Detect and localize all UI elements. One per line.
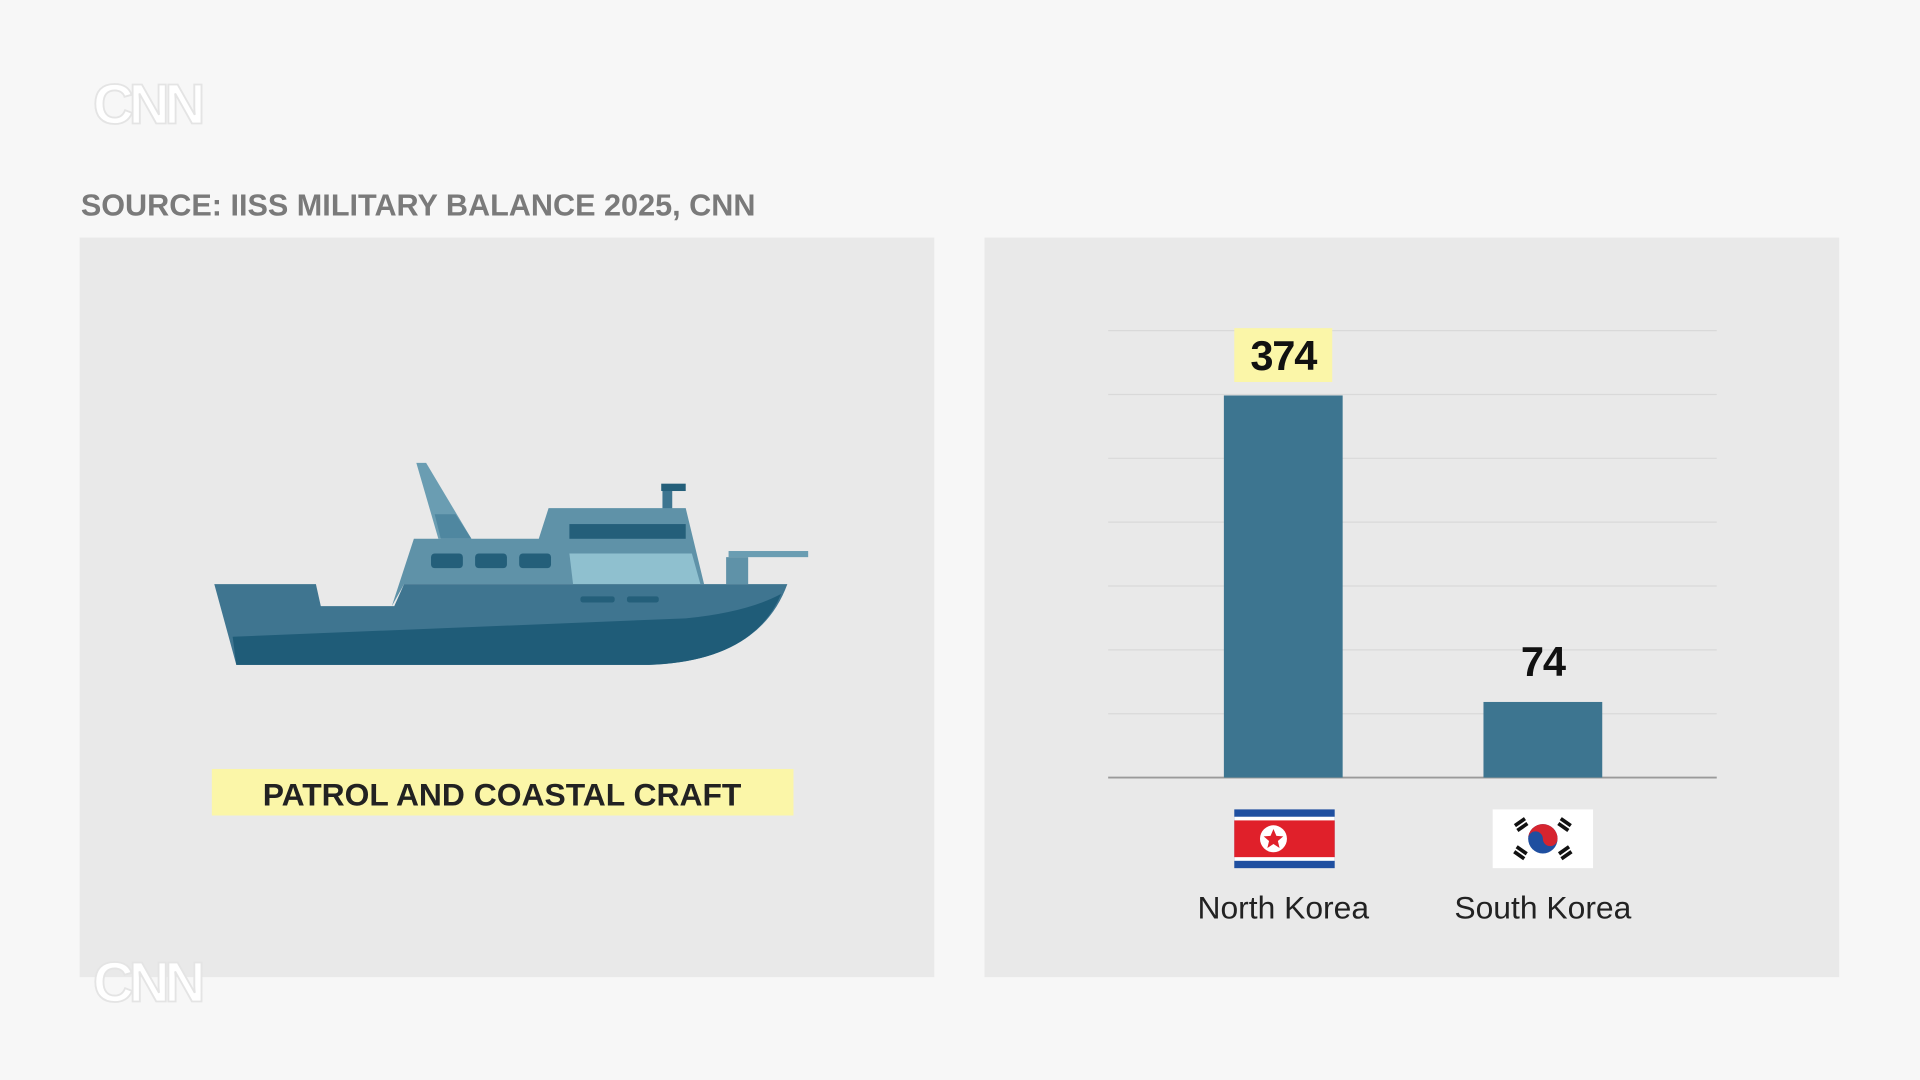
logo: CNN bbox=[93, 73, 202, 136]
category-label: South Korea bbox=[1454, 889, 1631, 925]
label-highlight bbox=[211, 768, 794, 816]
bar bbox=[1483, 701, 1603, 778]
value-label: 74 bbox=[1521, 638, 1566, 685]
logo-watermark: CNN bbox=[93, 951, 202, 1014]
ship-icon bbox=[214, 462, 809, 665]
source: SOURCE: IISS MILITARY BALANCE 2025, CNN bbox=[81, 189, 756, 223]
value-label-highlight bbox=[1234, 328, 1333, 383]
bar bbox=[1223, 395, 1343, 778]
sk-flag bbox=[1492, 809, 1594, 869]
category-label: North Korea bbox=[1197, 889, 1369, 925]
panel-label: PATROL AND COASTAL CRAFT bbox=[263, 777, 742, 813]
value-label: 374 bbox=[1250, 332, 1317, 379]
nk-flag bbox=[1234, 809, 1335, 869]
right-panel bbox=[984, 237, 1840, 978]
